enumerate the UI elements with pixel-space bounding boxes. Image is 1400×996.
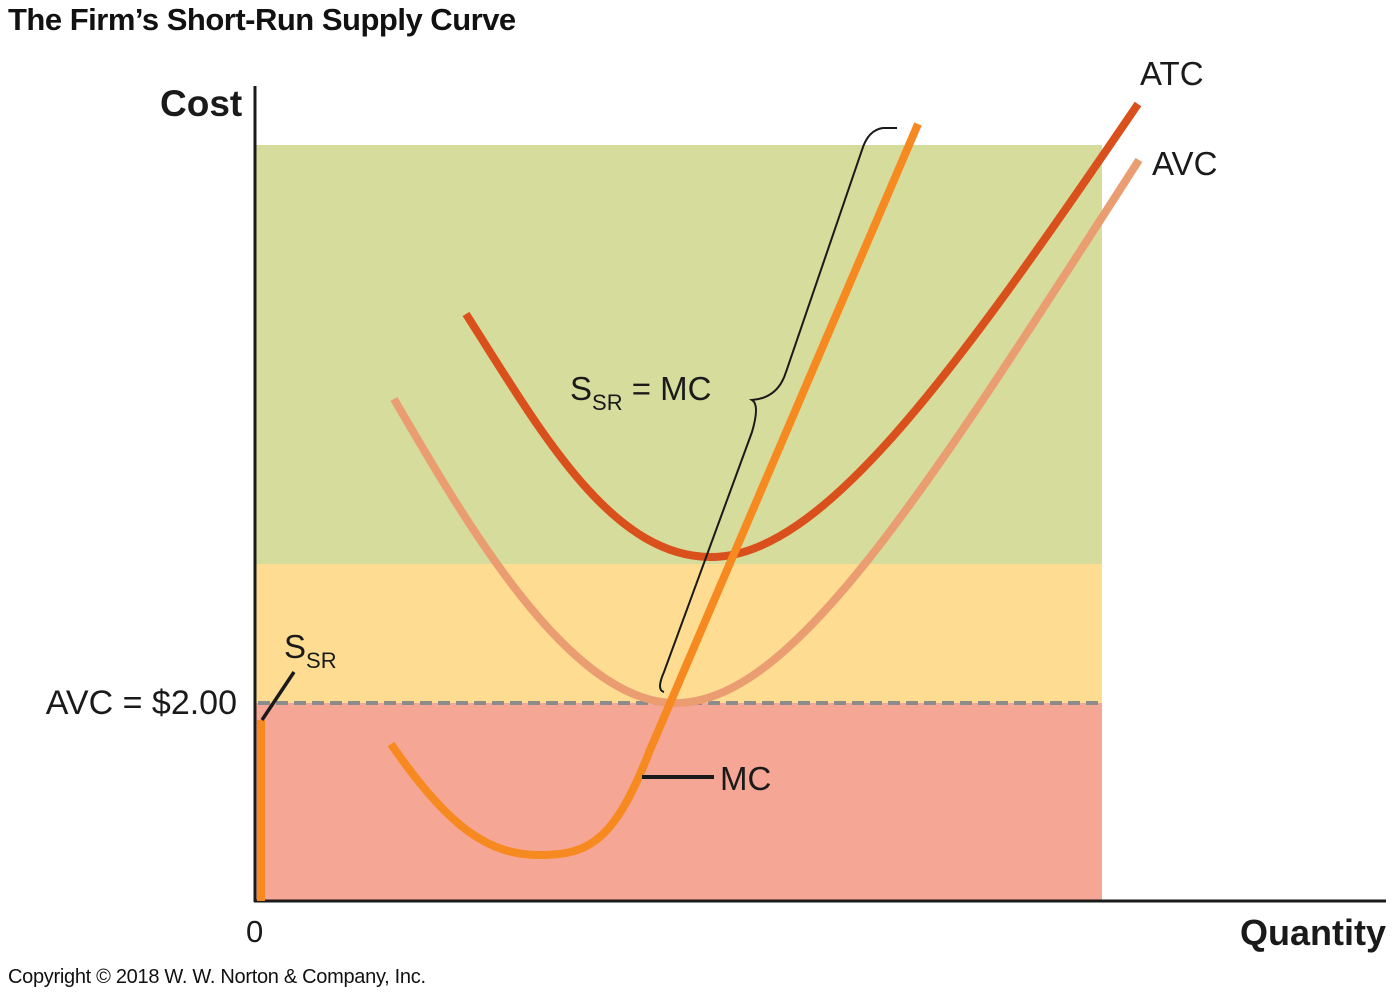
copyright-notice: Copyright © 2018 W. W. Norton & Company,… [8,966,426,988]
supply-subscript: SR [592,390,623,415]
supply-vertical-subscript: SR [306,648,337,673]
chart-title: The Firm’s Short-Run Supply Curve [8,2,516,37]
avc-curve [390,157,1143,708]
supply-brace [659,127,897,693]
mc-curve [387,122,922,860]
supply-equals-mc-label: SSR = MC [570,370,712,415]
supply-equals-mc-text: = MC [623,370,712,407]
origin-label: 0 [246,914,263,949]
supply-main: S [570,370,592,407]
supply-vertical-label: SSR [284,628,337,673]
supply-vertical-main: S [284,628,306,665]
band-top [256,145,1102,564]
y-axis-title: Cost [160,83,242,124]
ssr-leader-line [260,671,296,721]
mc-label: MC [720,760,771,797]
x-axis-title: Quantity [1240,912,1386,953]
band-bottom [256,703,1102,901]
avc-label: AVC [1152,145,1217,182]
shutdown-price-label: AVC = $2.00 [46,684,237,722]
atc-label: ATC [1140,55,1204,92]
